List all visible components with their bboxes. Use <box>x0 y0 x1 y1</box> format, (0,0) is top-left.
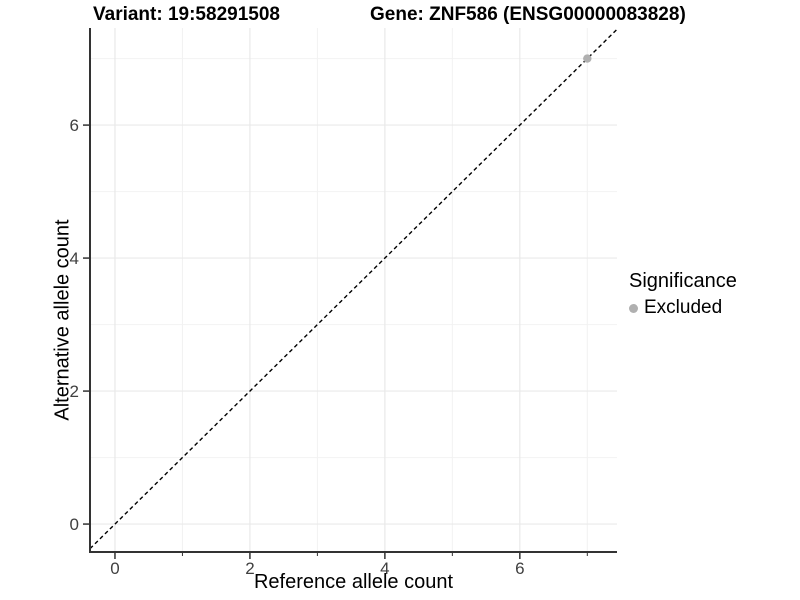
legend-item-label: Excluded <box>644 297 723 318</box>
y-axis-title: Alternative allele count <box>51 219 74 421</box>
x-tick-label: 6 <box>515 559 524 578</box>
data-point <box>583 54 592 63</box>
legend: Significance Excluded <box>629 270 737 319</box>
y-tick-label: 4 <box>70 249 79 268</box>
plot-title-gene: Gene: ZNF586 (ENSG00000083828) <box>370 4 686 25</box>
legend-key-dot-icon <box>629 303 638 313</box>
x-axis-title: Reference allele count <box>253 571 453 593</box>
identity-dashed-line <box>89 28 618 550</box>
x-tick-label: 0 <box>110 559 119 578</box>
x-tick-label: 2 <box>245 559 254 578</box>
plot-title-variant: Variant: 19:58291508 <box>93 4 280 25</box>
y-tick-label: 0 <box>70 515 79 534</box>
legend-item-excluded: Excluded <box>629 297 737 319</box>
x-tick-label: 4 <box>380 559 389 578</box>
y-tick-label: 6 <box>70 116 79 135</box>
legend-title: Significance <box>629 270 737 292</box>
y-tick-label: 2 <box>70 382 79 401</box>
